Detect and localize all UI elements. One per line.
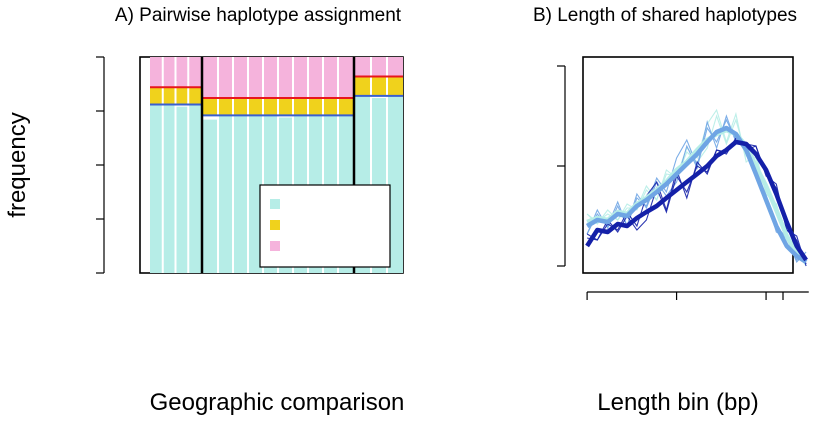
panel-a-xlabel: Geographic comparison — [150, 389, 405, 416]
panel-b-xlabel: Length bin (bp) — [597, 389, 758, 416]
panel-b-plot — [557, 56, 809, 300]
series-mean-line — [585, 139, 808, 262]
series-mean-line — [586, 127, 808, 262]
bar-same-hap — [387, 95, 403, 273]
legend-swatch — [270, 241, 280, 251]
panel-b-frame — [582, 56, 794, 274]
panel-a-plot — [96, 56, 404, 274]
bar-diff-hap — [355, 57, 403, 77]
bar-same-hap — [188, 104, 201, 274]
bar-same-hap — [203, 119, 218, 273]
bar-same-hap — [233, 115, 248, 273]
bar-same-hap — [150, 104, 163, 274]
bar-same-hap — [162, 104, 176, 274]
bar-same-hap — [175, 106, 189, 274]
panel-a-ylabel: frequency — [4, 112, 31, 217]
panel-b-title: B) Length of shared haplotypes — [533, 5, 797, 26]
panel-a-title: A) Pairwise haplotype assignment — [115, 5, 402, 26]
bar-ambiguous — [355, 76, 403, 96]
legend-swatch — [270, 199, 280, 209]
legend-swatch — [270, 220, 280, 230]
bar-same-hap — [218, 115, 233, 273]
series-mean-line — [585, 125, 808, 264]
panel-a-legend — [259, 184, 391, 268]
bar-same-hap — [248, 115, 263, 273]
